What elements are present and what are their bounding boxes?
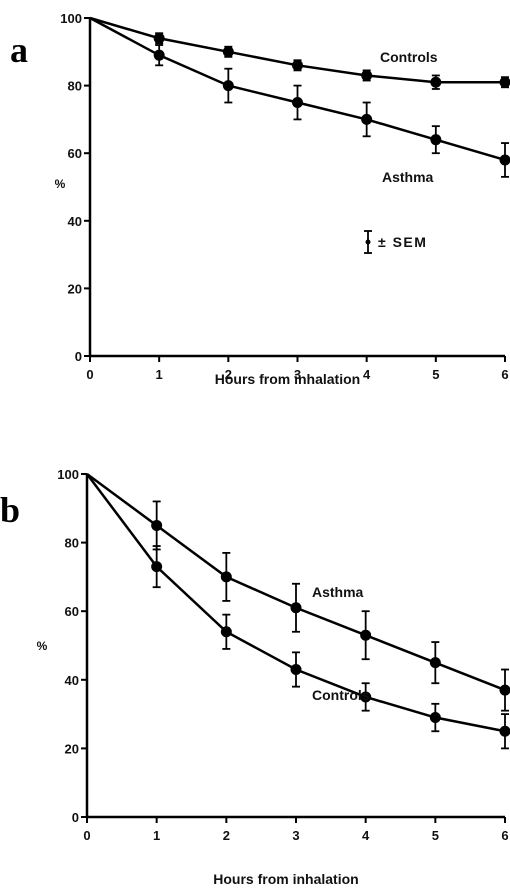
y-tick-label: 100	[60, 11, 82, 26]
chart-panel-b: b 0 20 40 60 80 100 0 1 2 3 4 5 6% Hours from inhalati…	[0, 467, 510, 887]
data-point	[222, 46, 234, 58]
x-tick-label: 0	[86, 367, 93, 382]
x-tick-label: 2	[225, 367, 232, 382]
data-point	[153, 32, 165, 44]
data-point	[292, 59, 303, 71]
data-point	[220, 626, 232, 638]
x-tick-label: 1	[153, 828, 160, 843]
y-tick-label: 20	[65, 741, 79, 756]
x-tick-label: 2	[223, 828, 230, 843]
data-point	[290, 664, 302, 676]
series-label: Controls	[380, 49, 438, 65]
data-point	[430, 134, 442, 146]
y-tick-label: 0	[72, 810, 79, 825]
data-point	[429, 657, 441, 669]
series-controls: Controls	[89, 16, 510, 90]
y-tick-label: 60	[68, 146, 82, 161]
series-label: Controls	[312, 687, 370, 703]
data-point	[290, 602, 302, 614]
x-tick-label: 6	[501, 828, 508, 843]
data-point	[153, 49, 165, 61]
x-tick-label: 1	[156, 367, 163, 382]
data-point	[360, 629, 372, 641]
data-point	[151, 561, 163, 573]
data-point	[292, 97, 303, 108]
panel-letter: a	[10, 30, 28, 70]
data-point	[499, 725, 510, 737]
x-tick-label: 5	[432, 367, 439, 382]
legend-text: ± SEM	[378, 234, 427, 250]
series-label: Asthma	[382, 169, 434, 185]
x-tick-label: 6	[501, 367, 508, 382]
y-tick-label: 100	[57, 467, 79, 482]
legend-point	[365, 239, 371, 245]
data-point	[151, 519, 163, 531]
y-tick-label: 40	[68, 214, 82, 229]
x-tick-label: 4	[362, 828, 370, 843]
panel-letter: b	[0, 490, 20, 530]
y-axis-label: %	[37, 639, 48, 653]
y-tick-label: 20	[68, 281, 82, 296]
series-asthma: Asthma	[89, 16, 510, 185]
data-point	[220, 571, 232, 583]
series-controls: Controls	[86, 473, 510, 750]
x-axis-label: Hours from inhalation	[213, 871, 358, 887]
x-tick-label: 0	[83, 828, 90, 843]
x-tick-label: 5	[432, 828, 439, 843]
x-tick-label: 3	[294, 367, 301, 382]
y-tick-label: 80	[68, 79, 82, 94]
data-point	[360, 691, 372, 703]
series-asthma: Asthma	[86, 472, 510, 712]
sem-legend: ± SEM	[364, 230, 427, 254]
data-point	[499, 154, 510, 166]
x-tick-label: 4	[363, 367, 371, 382]
x-tick-label: 3	[292, 828, 299, 843]
data-point	[361, 113, 373, 125]
y-tick-label: 0	[75, 349, 82, 364]
chart-panel-a: a 0 20 40 60 80 100 0 1 2 3 4 5 6% Hours from inhalati…	[10, 11, 510, 387]
data-point	[429, 712, 441, 724]
y-tick-label: 60	[65, 604, 79, 619]
y-tick-label: 40	[65, 673, 79, 688]
data-point	[430, 76, 442, 88]
y-tick-label: 80	[65, 536, 79, 551]
data-point	[499, 684, 510, 696]
y-axis-label: %	[55, 177, 66, 191]
data-point	[222, 80, 234, 92]
series-label: Asthma	[312, 584, 364, 600]
data-point	[361, 69, 373, 81]
data-point	[499, 76, 510, 88]
x-axis-label: Hours from inhalation	[215, 371, 360, 387]
